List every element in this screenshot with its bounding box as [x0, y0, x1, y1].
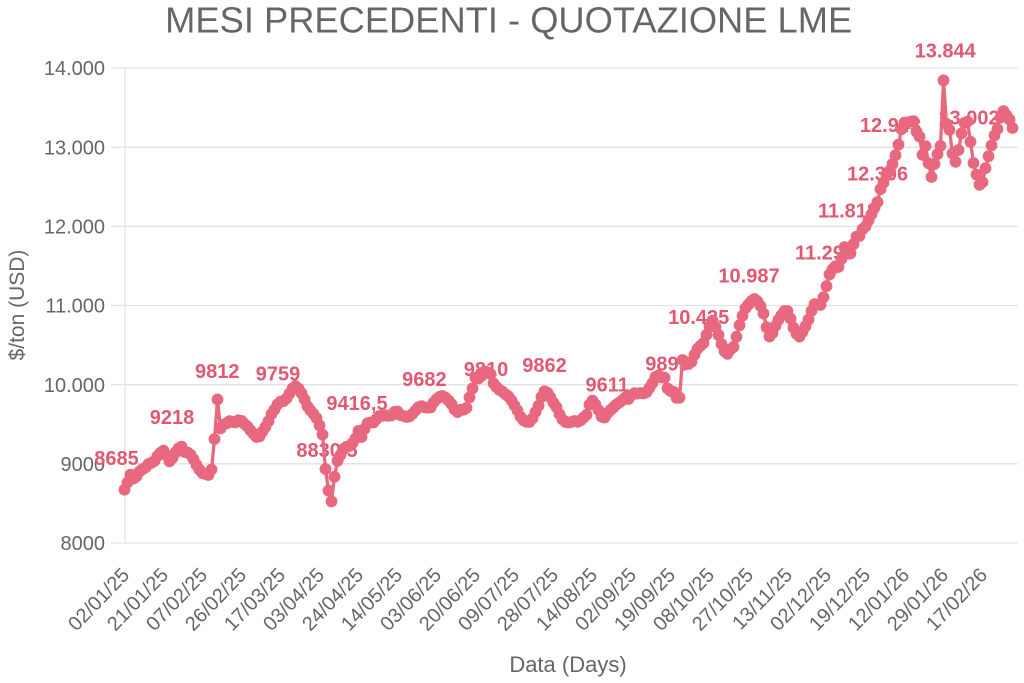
svg-text:9000: 9000 [61, 454, 106, 476]
svg-text:MESI PRECEDENTI - QUOTAZIONE L: MESI PRECEDENTI - QUOTAZIONE LME [165, 0, 852, 41]
svg-text:12.000: 12.000 [44, 217, 105, 239]
svg-text:11.818: 11.818 [818, 200, 878, 222]
svg-text:9611: 9611 [586, 375, 629, 397]
svg-text:9682: 9682 [402, 369, 447, 391]
svg-text:8685: 8685 [94, 448, 139, 470]
svg-text:9759: 9759 [256, 364, 301, 386]
svg-text:14.000: 14.000 [44, 58, 105, 80]
svg-text:9862: 9862 [522, 355, 567, 377]
svg-text:13.844: 13.844 [915, 41, 977, 63]
svg-text:Data (Days): Data (Days) [509, 652, 626, 677]
svg-text:10.987: 10.987 [718, 266, 779, 288]
svg-text:$/ton (USD): $/ton (USD) [6, 250, 29, 361]
svg-text:10.000: 10.000 [44, 375, 105, 397]
svg-text:13.000: 13.000 [44, 137, 105, 159]
svg-text:9218: 9218 [150, 407, 195, 429]
svg-text:8000: 8000 [61, 533, 106, 555]
svg-text:12.306: 12.306 [847, 163, 908, 185]
svg-text:11.000: 11.000 [45, 296, 105, 318]
svg-text:9416,5: 9416,5 [326, 393, 387, 415]
svg-text:9812: 9812 [195, 361, 240, 383]
